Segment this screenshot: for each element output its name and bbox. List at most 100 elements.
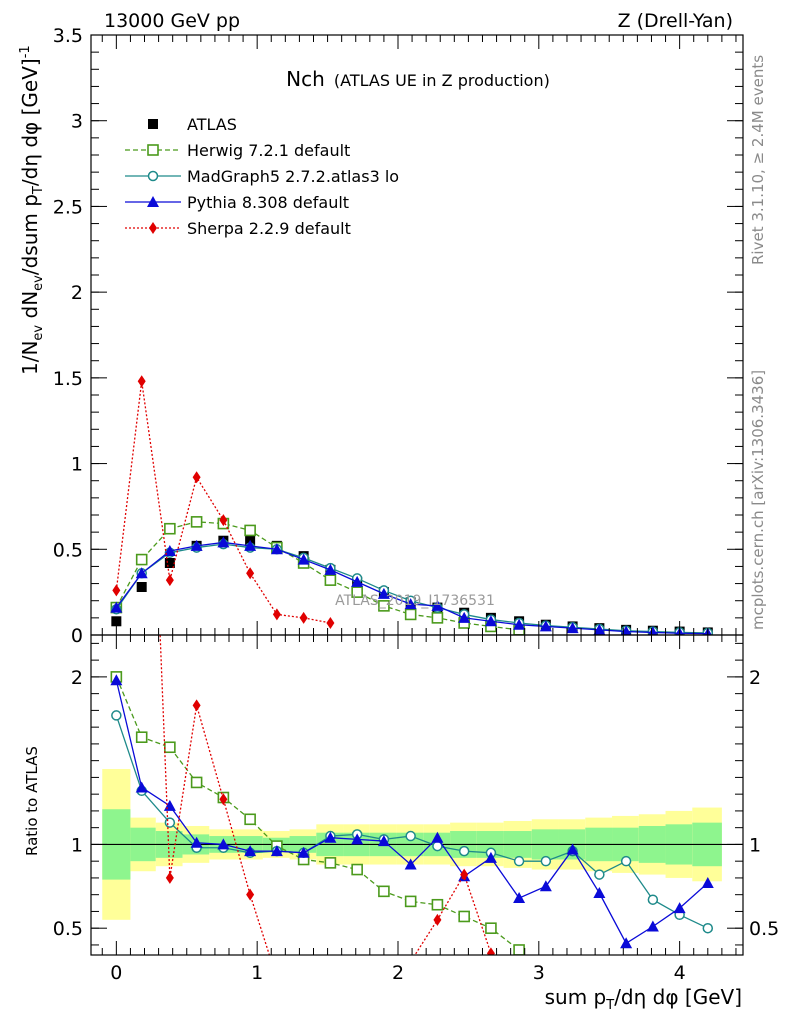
series-4-point-7 [299,611,308,624]
series-3-point-0 [110,601,123,613]
rivet-label: Rivet 3.1.10, ≥ 2.4M events [749,55,767,265]
series-3-point-15 [513,618,526,630]
x-axis-label: sum pT/dη dφ [GeV] [545,985,742,1013]
ratio-series-1-point-5 [244,813,256,826]
y-axis-label-ratio: Ratio to ATLAS [23,746,41,856]
series-3-point-9 [351,575,364,587]
ratio-series-2-point-19 [620,855,632,867]
series-4-point-3 [192,471,201,484]
y-tick-label-ratio-right: 2 [749,667,761,689]
series-3-point-6 [270,543,283,555]
ratio-series-3-point-14 [484,851,497,863]
legend-entry-4: Sherpa 2.2.9 default [125,219,351,238]
series-4-point-1 [137,375,146,388]
legend-marker-1 [147,144,159,156]
ratio-series-1-point-15 [513,944,525,955]
series-3-point-2 [163,545,176,556]
ratio-series-2-point-13 [458,845,470,857]
series-3-point-11 [404,598,417,610]
mcplots-label: mcplots.cern.ch [arXiv:1306.3436] [749,370,767,630]
y-tick-label-ratio-right: 0.5 [749,918,779,940]
ratio-series-2-point-15 [513,855,525,867]
series-0-point-1 [136,582,147,592]
ratio-series-1-point-2 [164,741,176,754]
series-3-point-8 [324,563,337,575]
ratio-series-3-point-0 [110,674,123,686]
ratio-series-3-point-8 [324,831,337,843]
ratio-series-1 [110,671,525,955]
ratio-series-3-point-15 [513,892,526,904]
series-4 [112,375,335,629]
ratio-series-2-point-22 [702,922,714,934]
legend-label-3: Pythia 8.308 default [187,193,349,212]
legend-entry-3: Pythia 8.308 default [125,193,349,212]
ratio-series-3-point-16 [539,880,552,892]
y-tick-label-main: 0.5 [53,539,83,561]
ratio-series-1-point-11 [404,895,417,908]
series-line-4 [115,381,331,624]
legend-entry-0: ATLAS [148,115,237,134]
y-tick-label-ratio-right: 1 [749,834,761,856]
series-3-point-7 [297,553,310,565]
ratio-series-4 [138,168,495,1001]
legend-entry-2: MadGraph5 2.7.2.atlas3 lo [125,167,399,186]
ratio-series-1-point-8 [324,857,337,869]
ratio-series-4-point-12 [433,913,442,926]
series-1-point-8 [324,574,337,586]
ratio-series-4-point-10 [380,989,388,1001]
series-3-point-10 [377,587,390,599]
x-tick-label: 1 [251,962,263,984]
ratio-series-4-point-2 [165,871,174,884]
ratio-series-3-point-6 [270,845,283,857]
legend-label-1: Herwig 7.2.1 default [187,141,350,160]
header-left: 13000 GeV pp [104,10,240,32]
series-4-point-2 [165,574,174,587]
ratio-series-4-point-13 [460,868,469,881]
series-0 [111,535,713,635]
x-tick-label: 0 [110,962,122,984]
ratio-panel: 0.5 0.5 1 1 2 2 0 1 2 3 4 [53,168,779,1001]
series-1-point-10 [378,600,390,612]
ratio-series-3-point-21 [673,902,686,914]
ratio-series-1-point-10 [378,885,390,898]
series-4-point-4 [219,514,228,527]
ratio-series-3-point-2 [163,799,176,811]
ratio-series-4-point-8 [326,989,334,1001]
y-axis-label-main: 1/Nev dNev/dsum pT/dη dφ [GeV]-1 [18,45,46,375]
series-4-point-0 [112,584,121,597]
ratio-series-1-point-13 [458,910,470,923]
ratio-series-3-point-12 [431,831,444,843]
plot-title-main: Nch [286,67,325,91]
ratio-series-1-point-14 [485,922,497,934]
series-3-point-13 [458,611,471,623]
series-3-point-3 [190,539,203,551]
series-4-point-6 [272,608,281,621]
legend-marker-0 [148,119,158,129]
ratio-series-4-point-7 [300,981,308,993]
ratio-series-3 [110,674,714,949]
ratio-series-2-point-2 [164,817,176,828]
series-4-point-8 [326,617,335,629]
series-4-point-5 [246,567,255,580]
ratio-series-4-point-1 [138,168,146,180]
plot-title-sub: (ATLAS UE in Z production) [334,71,550,90]
ratio-series-3-point-5 [244,845,257,857]
ratio-series-4-point-9 [353,989,361,1001]
y-tick-label-ratio: 1 [71,834,83,856]
main-panel: 0 0.5 1 1.5 2 2.5 3 3.5 ATLAS_2019_I1736531 [53,25,744,647]
series-3-point-14 [484,615,497,627]
y-tick-label-main: 2 [71,282,83,304]
plot-title: Nch (ATLAS UE in Z production) [286,67,550,91]
series-1-point-9 [351,586,363,598]
ratio-series-4-point-11 [407,956,415,968]
y-tick-label-main: 1.5 [53,368,83,390]
series-1-point-3 [190,516,203,528]
ratio-series-3-point-11 [404,858,417,870]
ratio-series-2-point-0 [111,710,122,721]
series-1-point-5 [244,524,256,537]
series-3-point-5 [244,539,257,551]
ratio-series-2-point-20 [647,894,659,905]
series-1-point-12 [431,612,444,624]
series-3-point-17 [566,622,579,634]
